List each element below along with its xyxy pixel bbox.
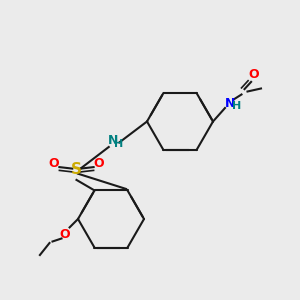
Text: N: N: [108, 134, 119, 148]
Text: H: H: [232, 101, 242, 111]
Text: S: S: [71, 162, 82, 177]
Text: O: O: [94, 157, 104, 170]
Text: O: O: [49, 157, 59, 170]
Text: O: O: [248, 68, 259, 82]
Text: O: O: [59, 228, 70, 241]
Text: N: N: [225, 97, 236, 110]
Text: H: H: [114, 139, 123, 149]
